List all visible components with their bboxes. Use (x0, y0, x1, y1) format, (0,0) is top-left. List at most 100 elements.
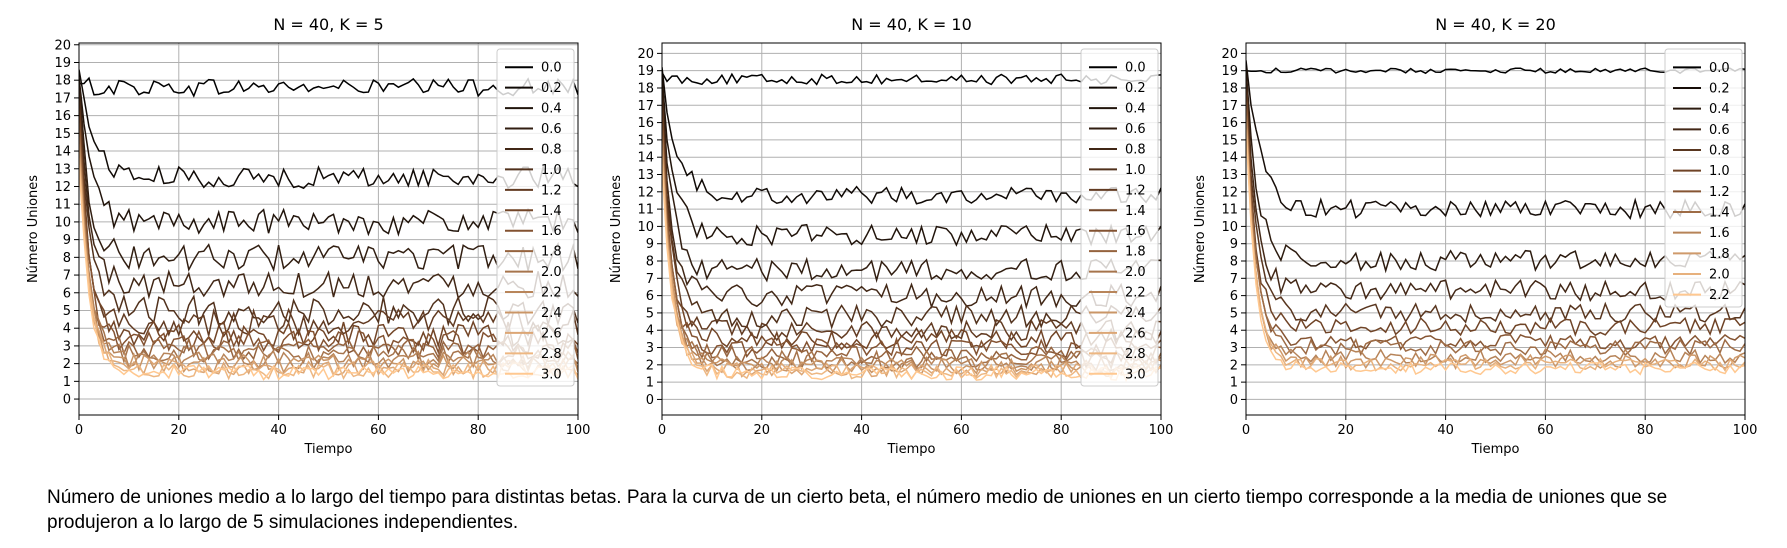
legend-label: 3.0 (1125, 367, 1146, 382)
legend: 0.0 0.2 0.4 0.6 0.8 1.0 1.2 1.4 1.6 1.8 2.0 2.2 (1664, 48, 1743, 308)
series-line-2.4 (79, 143, 578, 374)
legend-label: 2.6 (1125, 326, 1146, 341)
legend-label: 0.6 (541, 122, 562, 137)
x-tick-label: 80 (1637, 423, 1654, 438)
legend-label: 1.4 (541, 204, 562, 219)
chart-panel-3: 0 20 40 60 80 1000123456789101112131415161718… (1193, 15, 1757, 457)
x-tick-label: 0 (658, 423, 666, 438)
legend-label: 0.2 (1709, 82, 1730, 97)
x-tick-label: 60 (1537, 423, 1554, 438)
legend-label: 2.2 (1709, 288, 1730, 303)
legend-label: 2.0 (1709, 268, 1730, 283)
y-tick-label: 7 (646, 272, 654, 287)
figure-caption: Número de uniones medio a lo largo del t… (47, 487, 1668, 533)
series-line-1.4 (662, 108, 1161, 350)
y-tick-label: 4 (646, 324, 654, 339)
y-tick-label: 7 (63, 269, 71, 284)
y-tick-label: 16 (54, 109, 71, 124)
legend-label: 1.0 (1125, 163, 1146, 178)
y-tick-label: 2 (1230, 358, 1238, 373)
series-line-2.0 (79, 129, 578, 366)
legend-label: 1.8 (541, 245, 562, 260)
chart-title: N = 40, K = 10 (851, 15, 972, 34)
x-tick-label: 20 (171, 423, 188, 438)
series-line-2.2 (79, 136, 578, 371)
legend: 0.0 0.2 0.4 0.6 0.8 1.0 1.2 1.4 1.6 1.8 2.0 2.2 2.4 2… (1080, 48, 1159, 387)
y-tick-label: 18 (54, 74, 71, 89)
y-tick-label: 8 (646, 255, 654, 270)
y-tick-label: 6 (646, 289, 654, 304)
y-tick-label: 20 (1221, 47, 1238, 62)
series-line-1.0 (662, 94, 1161, 330)
y-tick-label: 12 (54, 180, 71, 195)
y-tick-label: 2 (63, 357, 71, 372)
y-axis-label: Número Uniones (26, 175, 41, 283)
chart-title: N = 40, K = 20 (1435, 15, 1556, 34)
legend-box (1080, 48, 1159, 387)
series-line-0.8 (662, 87, 1161, 310)
series-line-1.0 (1246, 87, 1745, 338)
x-tick-label: 80 (1053, 423, 1070, 438)
y-tick-label: 5 (63, 304, 71, 319)
legend: 0.0 0.2 0.4 0.6 0.8 1.0 1.2 1.4 1.6 1.8 2.0 2.2 2.4 2… (496, 48, 575, 387)
y-tick-label: 18 (637, 81, 654, 96)
legend-label: 1.6 (541, 224, 562, 239)
y-tick-label: 9 (1230, 237, 1238, 252)
series-line-0.6 (662, 81, 1161, 283)
legend-label: 2.8 (541, 347, 562, 362)
series-group (79, 69, 578, 381)
y-tick-label: 20 (54, 38, 71, 53)
y-tick-label: 12 (1221, 185, 1238, 200)
series-line-0.0 (79, 76, 578, 98)
legend-label: 0.0 (1125, 61, 1146, 76)
y-tick-label: 11 (1221, 203, 1238, 218)
legend-label: 0.4 (1709, 102, 1730, 117)
legend-label: 3.0 (541, 367, 562, 382)
chart-panel-1: 0 20 40 60 80 1000123456789101112131415161718… (26, 15, 590, 457)
y-tick-label: 5 (1230, 306, 1238, 321)
legend-label: 0.4 (1125, 102, 1146, 117)
axes-frame (78, 42, 579, 416)
legend-label: 0.0 (541, 61, 562, 76)
y-tick-label: 19 (54, 56, 71, 71)
series-line-1.4 (79, 108, 578, 349)
series-line-1.6 (662, 115, 1161, 359)
y-tick-label: 0 (646, 393, 654, 408)
y-tick-label: 11 (637, 203, 654, 218)
y-tick-label: 17 (1221, 99, 1238, 114)
y-tick-label: 2 (646, 358, 654, 373)
legend-label: 1.8 (1709, 247, 1730, 262)
legend-label: 1.8 (1125, 245, 1146, 260)
legend-label: 2.4 (1125, 306, 1146, 321)
series-line-1.2 (79, 101, 578, 338)
legend-label: 2.0 (1125, 265, 1146, 280)
legend-label: 2.0 (541, 265, 562, 280)
y-tick-label: 19 (1221, 64, 1238, 79)
x-tick-label: 100 (1733, 423, 1758, 438)
x-tick-label: 60 (370, 423, 387, 438)
series-line-2.8 (79, 158, 578, 381)
legend-label: 0.8 (1125, 142, 1146, 157)
y-tick-label: 13 (1221, 168, 1238, 183)
series-line-0.2 (1246, 60, 1745, 220)
y-tick-label: 6 (1230, 289, 1238, 304)
legend-label: 0.0 (1709, 61, 1730, 76)
legend-label: 2.2 (541, 286, 562, 301)
x-tick-label: 60 (953, 423, 970, 438)
legend-box (496, 48, 575, 387)
legend-label: 1.4 (1125, 204, 1146, 219)
legend-label: 0.6 (1709, 123, 1730, 138)
y-tick-label: 14 (1221, 151, 1238, 166)
chart-panel-2: 0 20 40 60 80 1000123456789101112131415161718… (609, 15, 1173, 457)
legend-label: 0.6 (1125, 122, 1146, 137)
legend-label: 2.6 (541, 326, 562, 341)
legend-label: 1.2 (1125, 183, 1146, 198)
series-line-0.8 (1246, 81, 1745, 324)
series-line-0.4 (662, 74, 1161, 247)
x-tick-label: 40 (853, 423, 870, 438)
y-tick-label: 3 (63, 339, 71, 354)
series-line-2.4 (662, 143, 1161, 376)
chart-title: N = 40, K = 5 (273, 15, 383, 34)
series-line-1.4 (1246, 101, 1745, 357)
y-tick-label: 16 (1221, 116, 1238, 131)
